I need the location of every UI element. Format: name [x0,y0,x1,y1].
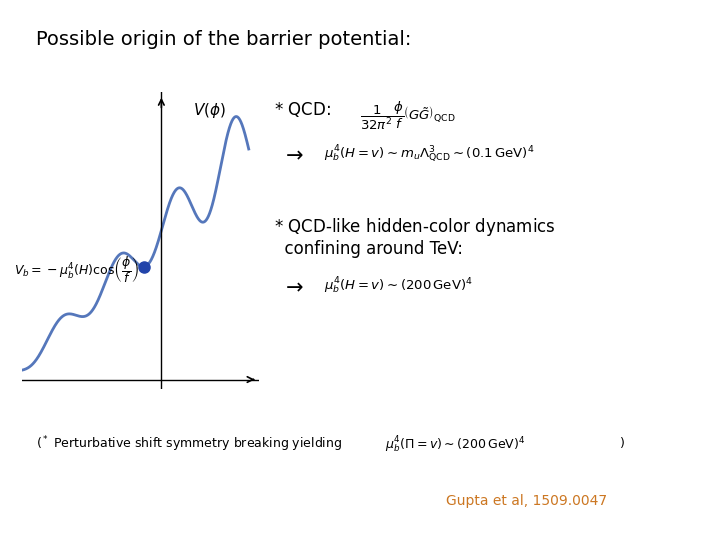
Text: $\mu_b^4(H=v) \sim \left(200\,\mathrm{GeV}\right)^4$: $\mu_b^4(H=v) \sim \left(200\,\mathrm{Ge… [324,276,473,296]
Text: Gupta et al, 1509.0047: Gupta et al, 1509.0047 [446,494,608,508]
Text: $\rightarrow$: $\rightarrow$ [281,276,303,296]
Text: $V_b = -\mu_b^4(H)\cos\!\left(\dfrac{\phi}{f}\right)$: $V_b = -\mu_b^4(H)\cos\!\left(\dfrac{\ph… [14,254,139,286]
Text: Possible origin of the barrier potential:: Possible origin of the barrier potential… [36,30,411,49]
Text: $*$ QCD:: $*$ QCD: [274,100,330,119]
Text: confining around TeV:: confining around TeV: [274,240,463,258]
Text: $\mu_b^4(H=v) \sim m_u\Lambda_{\mathrm{QCD}}^3 \sim \left(0.1\,\mathrm{GeV}\righ: $\mu_b^4(H=v) \sim m_u\Lambda_{\mathrm{Q… [324,144,534,164]
Text: $\rightarrow$: $\rightarrow$ [281,144,303,164]
Text: $*$ QCD-like hidden-color dynamics: $*$ QCD-like hidden-color dynamics [274,216,555,238]
Text: $)$: $)$ [619,435,625,450]
Text: $V(\phi)$: $V(\phi)$ [193,100,225,120]
Text: $\dfrac{1}{32\pi^2}\dfrac{\phi}{f}\left(G\tilde{G}\right)_{\mathrm{QCD}}$: $\dfrac{1}{32\pi^2}\dfrac{\phi}{f}\left(… [360,100,456,132]
Text: $(^*$ Perturbative shift symmetry breaking yielding: $(^*$ Perturbative shift symmetry breaki… [36,435,342,454]
Text: $\mu_b^4(\Pi = v) \sim \left(200\,\mathrm{GeV}\right)^4$: $\mu_b^4(\Pi = v) \sim \left(200\,\mathr… [385,435,526,455]
